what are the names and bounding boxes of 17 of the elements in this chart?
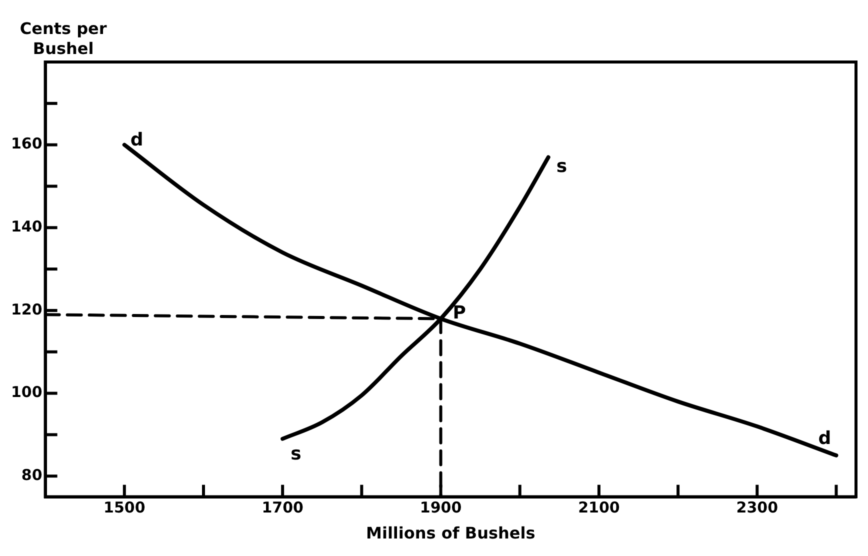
annotation: P [452, 302, 466, 324]
x-axis-title: Millions of Bushels [366, 524, 536, 543]
x-tick-label: 1700 [262, 498, 304, 517]
y-tick-label: 120 [11, 300, 42, 318]
x-tick-label: 2300 [736, 498, 778, 517]
y-tick-label: 160 [11, 134, 42, 153]
text: s [556, 156, 568, 177]
y-tick-label: 140 [11, 218, 42, 236]
x-tick-label: 1500 [104, 498, 146, 517]
text: d [130, 129, 144, 150]
y-axis-title: Cents per Bushel [20, 19, 107, 58]
series-label: s [290, 444, 302, 464]
x-tick-label: 2100 [578, 498, 620, 517]
series-label: d [818, 428, 832, 450]
x-tick-label: 1900 [420, 498, 462, 517]
y-tick-label: 100 [11, 383, 42, 402]
y-tick-label: 80 [21, 466, 42, 484]
